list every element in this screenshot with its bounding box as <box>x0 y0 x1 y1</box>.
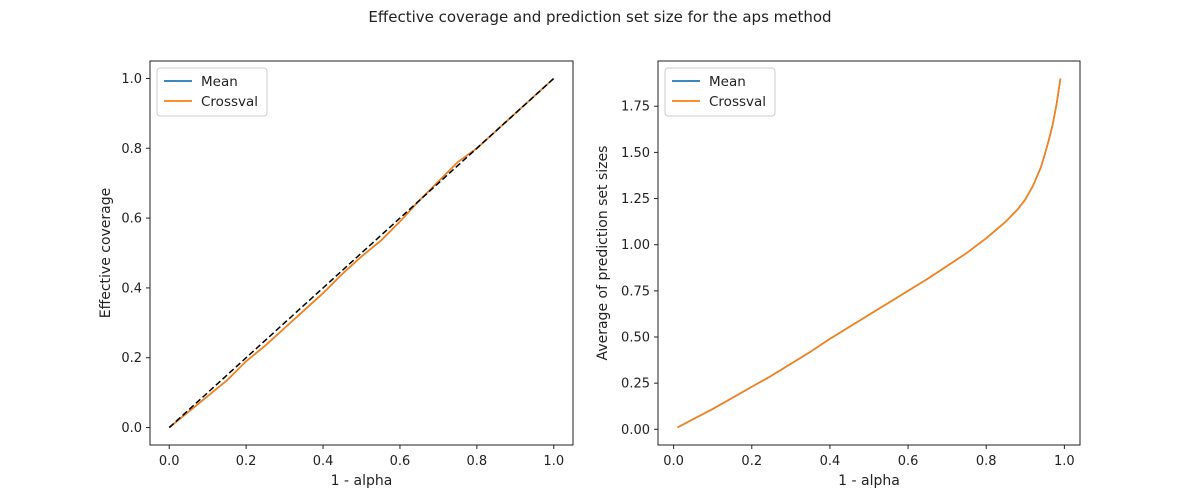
coverage-panel: 0.0 0.2 0.4 0.6 0.8 1.0 0.0 0.2 0.4 0.6 0.8 1.0 1 - … <box>98 60 574 489</box>
plot-frame <box>149 60 574 446</box>
y-tick-label: 0.75 <box>621 284 650 299</box>
legend: Mean Crossval <box>664 67 776 117</box>
x-tick-label: 0.8 <box>467 454 488 469</box>
figure-title: Effective coverage and prediction set si… <box>368 8 831 26</box>
legend: Mean Crossval <box>156 67 268 117</box>
y-axis-label: Effective coverage <box>98 188 114 319</box>
y-tick-label: 1.75 <box>621 100 650 115</box>
y-tick-label: 1.00 <box>621 238 650 253</box>
legend-label-crossval: Crossval <box>709 94 766 110</box>
y-tick-label: 0.25 <box>621 377 650 392</box>
legend-label-crossval: Crossval <box>201 94 258 110</box>
y-tick-label: 0.00 <box>621 423 650 438</box>
y-axis-label: Average of prediction set sizes <box>595 146 611 361</box>
x-tick-label: 1.0 <box>1054 454 1075 469</box>
y-tick-label: 0.2 <box>121 351 142 366</box>
y-tick-label: 0.50 <box>621 331 650 346</box>
x-tick-label: 1.0 <box>543 454 564 469</box>
y-tick-label: 1.0 <box>121 72 142 87</box>
x-tick-label: 0.4 <box>820 454 841 469</box>
y-tick-label: 0.8 <box>121 142 142 157</box>
y-tick-label: 1.25 <box>621 192 650 207</box>
set-size-panel: 0.0 0.2 0.4 0.6 0.8 1.0 0.00 0.25 0.50 0.75 1.00 1.… <box>595 60 1081 489</box>
x-tick-label: 0.2 <box>741 454 762 469</box>
x-tick-label: 0.6 <box>898 454 919 469</box>
legend-box <box>156 67 268 117</box>
legend-box <box>664 67 776 117</box>
series-line-crossval <box>677 78 1062 429</box>
x-tick-label: 0.6 <box>390 454 411 469</box>
legend-label-mean: Mean <box>201 74 238 90</box>
x-tick-label: 0.0 <box>663 454 684 469</box>
x-axis-label: 1 - alpha <box>331 473 393 489</box>
y-tick-label: 1.50 <box>621 146 650 161</box>
x-axis-label: 1 - alpha <box>838 473 900 489</box>
x-tick-label: 0.2 <box>236 454 257 469</box>
y-tick-label: 0.0 <box>121 421 142 436</box>
x-tick-label: 0.4 <box>313 454 334 469</box>
x-tick-label: 0.0 <box>159 454 180 469</box>
plot-frame <box>657 60 1081 446</box>
y-tick-label: 0.4 <box>121 281 142 296</box>
y-tick-label: 0.6 <box>121 212 142 227</box>
x-tick-label: 0.8 <box>976 454 997 469</box>
reference-diagonal-line <box>168 77 555 429</box>
legend-label-mean: Mean <box>709 74 746 90</box>
